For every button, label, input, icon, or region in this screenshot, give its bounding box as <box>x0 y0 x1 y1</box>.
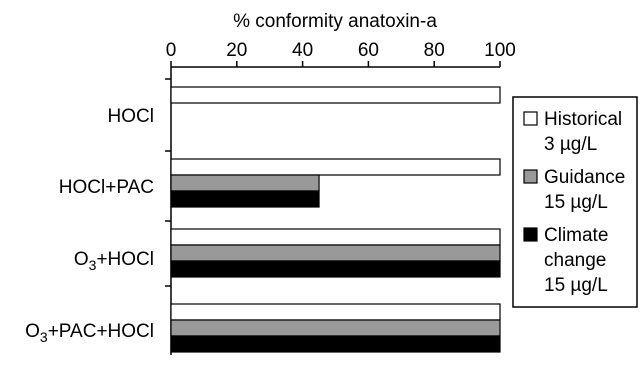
x-tick-label: 40 <box>292 40 313 61</box>
legend-swatch <box>523 227 538 242</box>
x-tick-label: 60 <box>358 40 379 61</box>
legend-box <box>512 96 638 308</box>
legend-label: 3 µg/L <box>544 134 597 155</box>
chart-title: % conformity anatoxin-a <box>233 11 437 32</box>
bar <box>170 158 501 176</box>
legend-swatch <box>523 169 538 184</box>
legend-swatch <box>523 111 538 126</box>
bar <box>170 86 501 104</box>
x-tick-label: 20 <box>226 40 247 61</box>
x-tick-label: 100 <box>484 40 516 61</box>
bar <box>170 228 501 246</box>
legend-label: change <box>544 250 606 271</box>
bar <box>170 260 501 278</box>
bar <box>170 303 501 321</box>
bar <box>170 190 320 208</box>
category-label: O3+PAC+HOCl <box>25 321 154 345</box>
category-label: O3+HOCl <box>74 249 154 273</box>
bar <box>170 174 320 192</box>
x-tick-label: 80 <box>424 40 445 61</box>
bar <box>170 335 501 353</box>
legend-label: Climate <box>544 225 608 246</box>
legend-label: Guidance <box>544 167 625 188</box>
legend-label: 15 µg/L <box>544 275 608 296</box>
x-tick-label: 0 <box>166 40 177 61</box>
legend-label: 15 µg/L <box>544 192 608 213</box>
bar <box>170 244 501 262</box>
category-label: HOCl <box>108 106 154 127</box>
category-label: HOCl+PAC <box>59 177 154 198</box>
legend-label: Historical <box>544 109 622 130</box>
bar <box>170 319 501 337</box>
